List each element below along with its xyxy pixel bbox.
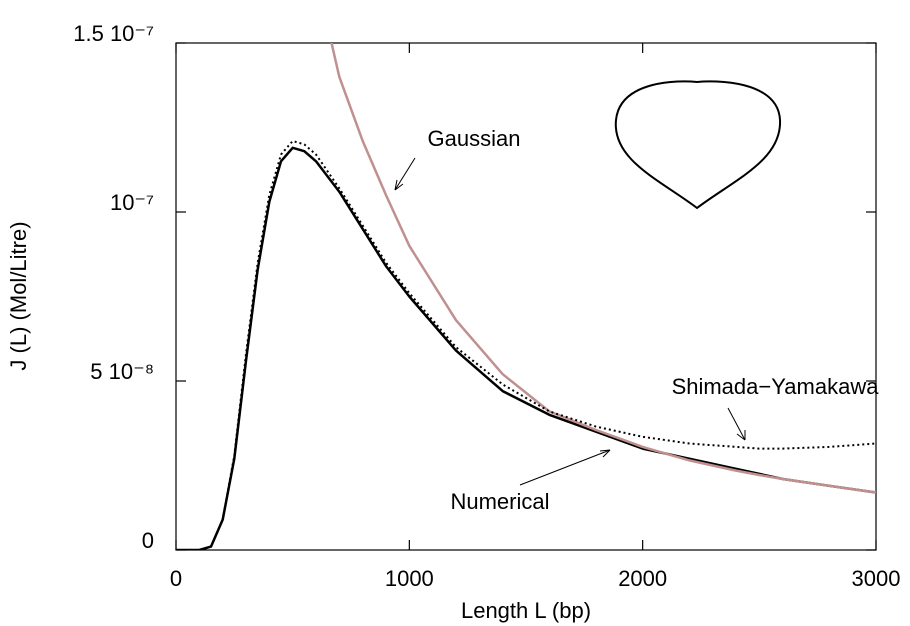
y-axis-label: J (L) (Mol/Litre): [6, 221, 31, 370]
inset-loop: [614, 80, 782, 210]
x-axis-label: Length L (bp): [461, 598, 591, 623]
y-tick-label: 10⁻⁷: [110, 190, 154, 215]
series-line: [330, 43, 876, 494]
annotation: Numerical: [450, 489, 549, 514]
arrow: [519, 449, 611, 486]
annotation: Gaussian: [428, 126, 521, 151]
arrow-head: [599, 449, 611, 458]
y-tick-label: 0: [142, 528, 154, 553]
arrow-head: [736, 430, 746, 441]
arrow: [727, 407, 746, 441]
x-tick-label: 2000: [618, 566, 667, 591]
annotation-arrows: [394, 157, 746, 486]
arrow-head: [394, 179, 404, 191]
x-tick-label: 3000: [852, 566, 901, 591]
arrow: [394, 157, 416, 191]
series-line: [176, 146, 876, 550]
plot-frame: [175, 42, 877, 551]
y-tick-label: 5 10⁻⁸: [90, 359, 154, 384]
series-line: [176, 140, 876, 550]
x-tick-label: 0: [170, 566, 182, 591]
x-tick-label: 1000: [385, 566, 434, 591]
annotation: Shimada−Yamakawa: [672, 374, 880, 399]
y-tick-label: 1.5 10⁻⁷: [73, 21, 154, 46]
